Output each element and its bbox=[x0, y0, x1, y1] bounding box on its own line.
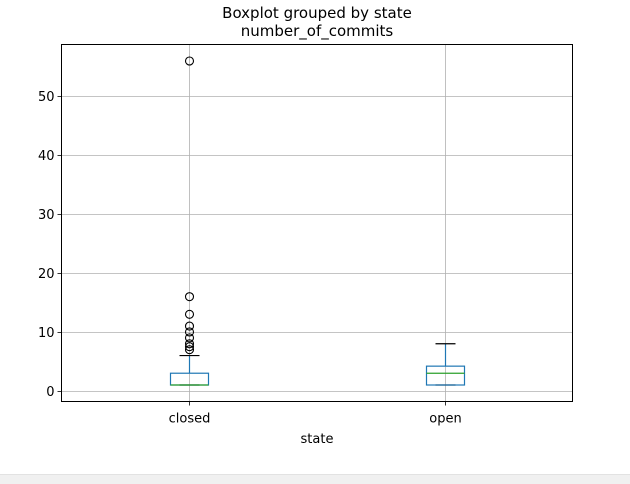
flier-point bbox=[184, 342, 195, 352]
x-tick-label: closed bbox=[169, 412, 211, 427]
boxes-layer bbox=[169, 56, 466, 386]
y-tick-label: 40 bbox=[38, 149, 55, 164]
grid-layer bbox=[61, 44, 573, 402]
y-tick-label: 30 bbox=[38, 208, 55, 223]
flier-point bbox=[184, 292, 195, 302]
flier-point bbox=[184, 345, 195, 355]
flier-point bbox=[184, 309, 195, 319]
x-axis-label: state bbox=[301, 432, 334, 447]
boxplot-chart: Boxplot grouped by state number_of_commi… bbox=[38, 4, 573, 447]
box-group-closed bbox=[169, 56, 210, 386]
bottom-strip bbox=[0, 474, 630, 484]
chart-subtitle: number_of_commits bbox=[241, 22, 394, 41]
plot-frame bbox=[61, 44, 573, 402]
y-tick-label: 10 bbox=[38, 326, 55, 341]
chart-title: Boxplot grouped by state bbox=[222, 4, 412, 22]
flier-point bbox=[184, 339, 195, 349]
flier-point bbox=[184, 321, 195, 331]
figure: Boxplot grouped by state number_of_commi… bbox=[38, 4, 573, 447]
flier-point bbox=[184, 333, 195, 343]
x-axis: closed open bbox=[169, 401, 462, 427]
x-tick-label: open bbox=[429, 412, 461, 427]
flier-point bbox=[184, 56, 195, 66]
box-group-open bbox=[425, 343, 466, 386]
y-tick-label: 0 bbox=[46, 385, 54, 400]
y-tick-label: 50 bbox=[38, 90, 55, 105]
box bbox=[425, 365, 466, 386]
y-tick-label: 20 bbox=[38, 267, 55, 282]
y-axis: 0 10 20 30 40 50 bbox=[38, 90, 62, 400]
flier-point bbox=[184, 327, 195, 337]
